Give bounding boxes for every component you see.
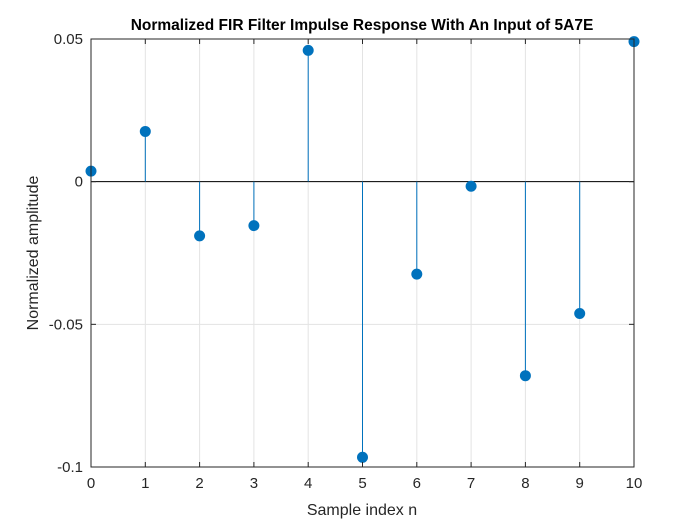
x-tick-label: 8 [521, 475, 529, 492]
stem-marker [194, 230, 206, 242]
y-tick-label: -0.1 [57, 459, 83, 476]
y-tick-label: 0.05 [54, 31, 83, 48]
x-tick-label: 0 [87, 475, 95, 492]
stem-marker [302, 44, 314, 56]
stem-marker [411, 268, 423, 280]
x-tick-label: 1 [141, 475, 149, 492]
axis-ticks [90, 38, 635, 468]
x-tick-labels: 0 1 2 3 4 5 6 7 8 9 10 [87, 475, 643, 492]
stem-marker [465, 180, 477, 192]
x-tick-label: 3 [250, 475, 258, 492]
stem-marker [139, 125, 151, 137]
x-tick-label: 10 [626, 475, 643, 492]
stem-marker [574, 307, 586, 319]
y-tick-label: -0.05 [49, 316, 83, 333]
x-tick-label: 2 [195, 475, 203, 492]
x-tick-label: 4 [304, 475, 312, 492]
x-tick-label: 9 [576, 475, 584, 492]
stem-series [85, 36, 640, 463]
stem-marker [519, 370, 531, 382]
y-tick-labels: -0.1 -0.05 0 0.05 [49, 31, 83, 476]
chart-title: Normalized FIR Filter Impulse Response W… [131, 17, 594, 34]
x-axis-label: Sample index n [307, 502, 417, 519]
x-tick-label: 5 [358, 475, 366, 492]
y-axis-label: Normalized amplitude [25, 176, 42, 331]
stem-marker [357, 451, 368, 463]
x-tick-label: 7 [467, 475, 475, 492]
y-tick-label: 0 [75, 174, 83, 191]
x-tick-label: 6 [413, 475, 421, 492]
stem-marker [248, 220, 260, 232]
